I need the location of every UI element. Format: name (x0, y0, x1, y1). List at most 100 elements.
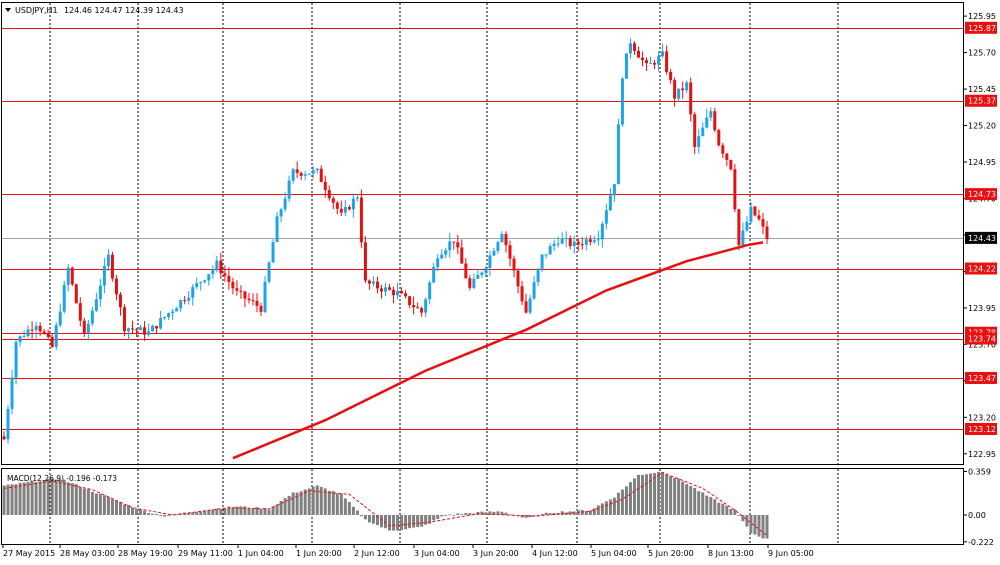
macd-histogram-bar (135, 509, 139, 515)
bull-candle (592, 240, 596, 242)
macd-histogram-bar (163, 514, 167, 517)
macd-histogram-bar (139, 509, 143, 515)
bear-candle (367, 280, 371, 284)
bull-candle (102, 266, 106, 286)
macd-histogram-bar (110, 499, 114, 515)
bear-candle (576, 241, 580, 245)
bear-candle (227, 275, 231, 283)
macd-histogram-bar (122, 504, 126, 515)
macd-histogram-bar (685, 484, 689, 515)
bear-candle (669, 71, 673, 81)
bull-candle (544, 254, 548, 256)
macd-histogram-bar (632, 478, 636, 515)
time-tick-label: 2 Jun 12:00 (354, 549, 400, 558)
bull-candle (584, 239, 588, 245)
grid-layer (49, 3, 839, 544)
bear-candle (392, 289, 396, 296)
macd-histogram-bar (464, 513, 468, 515)
bear-candle (717, 130, 721, 146)
bull-candle (428, 282, 432, 300)
bear-candle (235, 288, 239, 291)
macd-histogram-bar (299, 491, 303, 515)
bear-candle (155, 325, 159, 329)
macd-histogram-bar (568, 511, 572, 515)
bull-candle (34, 325, 38, 331)
bear-candle (420, 308, 424, 313)
time-tick-label: 1 Jun 04:00 (238, 549, 284, 558)
bear-candle (693, 114, 697, 147)
bear-candle (239, 290, 243, 292)
macd-histogram-bar (171, 514, 175, 516)
macd-histogram-bar (436, 514, 440, 519)
macd-histogram-bar (400, 514, 404, 530)
bear-candle (636, 50, 640, 58)
bull-candle (556, 243, 560, 245)
macd-histogram-bar (713, 499, 717, 515)
bear-candle (78, 303, 82, 321)
bull-candle (94, 299, 98, 311)
current-price-label: 124.43 (968, 234, 996, 243)
ma-line (232, 241, 764, 460)
macd-histogram-bar (753, 514, 757, 535)
time-tick-label: 5 Jun 20:00 (648, 549, 694, 558)
macd-histogram-bar (195, 512, 199, 515)
macd-histogram-bar (616, 492, 620, 515)
bear-candle (520, 286, 524, 302)
bull-candle (147, 331, 151, 335)
bull-candle (496, 242, 500, 251)
bear-candle (400, 291, 404, 294)
macd-histogram-bar (323, 488, 327, 515)
level-price-label-bg (965, 422, 997, 435)
bull-candle (58, 311, 62, 326)
macd-histogram-bar (247, 507, 251, 515)
macd-histogram-bar (267, 509, 271, 515)
macd-histogram-bar (219, 509, 223, 515)
bear-candle (74, 284, 78, 304)
bear-candle (243, 291, 247, 299)
bull-candle (532, 282, 536, 299)
bear-candle (765, 226, 769, 240)
bull-candle (701, 127, 705, 137)
bear-candle (508, 245, 512, 259)
macd-histogram-bar (231, 507, 235, 515)
macd-histogram-bar (54, 479, 58, 515)
macd-histogram-bar (311, 486, 315, 515)
bull-candle (649, 62, 653, 64)
macd-histogram-bar (528, 514, 532, 518)
macd-histogram-bar (287, 495, 291, 515)
bull-candle (18, 336, 22, 343)
macd-histogram-bar (339, 493, 343, 515)
bear-candle (110, 254, 114, 279)
macd-histogram-bar (729, 508, 733, 515)
macd-histogram-bar (355, 510, 359, 515)
macd-histogram-bar (693, 487, 697, 515)
macd-histogram-bar (496, 511, 500, 515)
bear-candle (363, 242, 367, 281)
chevron-down-icon[interactable] (5, 8, 11, 12)
bull-candle (203, 280, 207, 283)
bear-candle (259, 305, 263, 312)
bull-candle (564, 238, 568, 240)
macd-label: MACD(12,26,9) -0.196 -0.173 (7, 474, 117, 483)
bull-candle (608, 195, 612, 211)
horizontal-levels[interactable] (2, 28, 963, 430)
macd-histogram-bar (600, 503, 604, 515)
level-price-label: 123.12 (968, 425, 996, 434)
bull-candle (612, 184, 616, 196)
level-price-label-bg (965, 371, 997, 384)
macd-histogram-bar (661, 472, 665, 515)
bear-candle (737, 209, 741, 246)
bear-candle (681, 88, 685, 91)
bear-candle (251, 300, 255, 302)
macd-histogram-bar (327, 490, 331, 515)
macd-histogram-bar (271, 506, 275, 515)
time-tick-label: 28 May 03:00 (60, 549, 115, 558)
macd-histogram-bar (709, 497, 713, 515)
macd-histogram-bar (733, 509, 737, 515)
time-tick-label: 3 Jun 04:00 (414, 549, 460, 558)
bull-candle (22, 336, 26, 338)
macd-tick-label: -0.222 (968, 538, 994, 547)
bull-candle (552, 243, 556, 247)
